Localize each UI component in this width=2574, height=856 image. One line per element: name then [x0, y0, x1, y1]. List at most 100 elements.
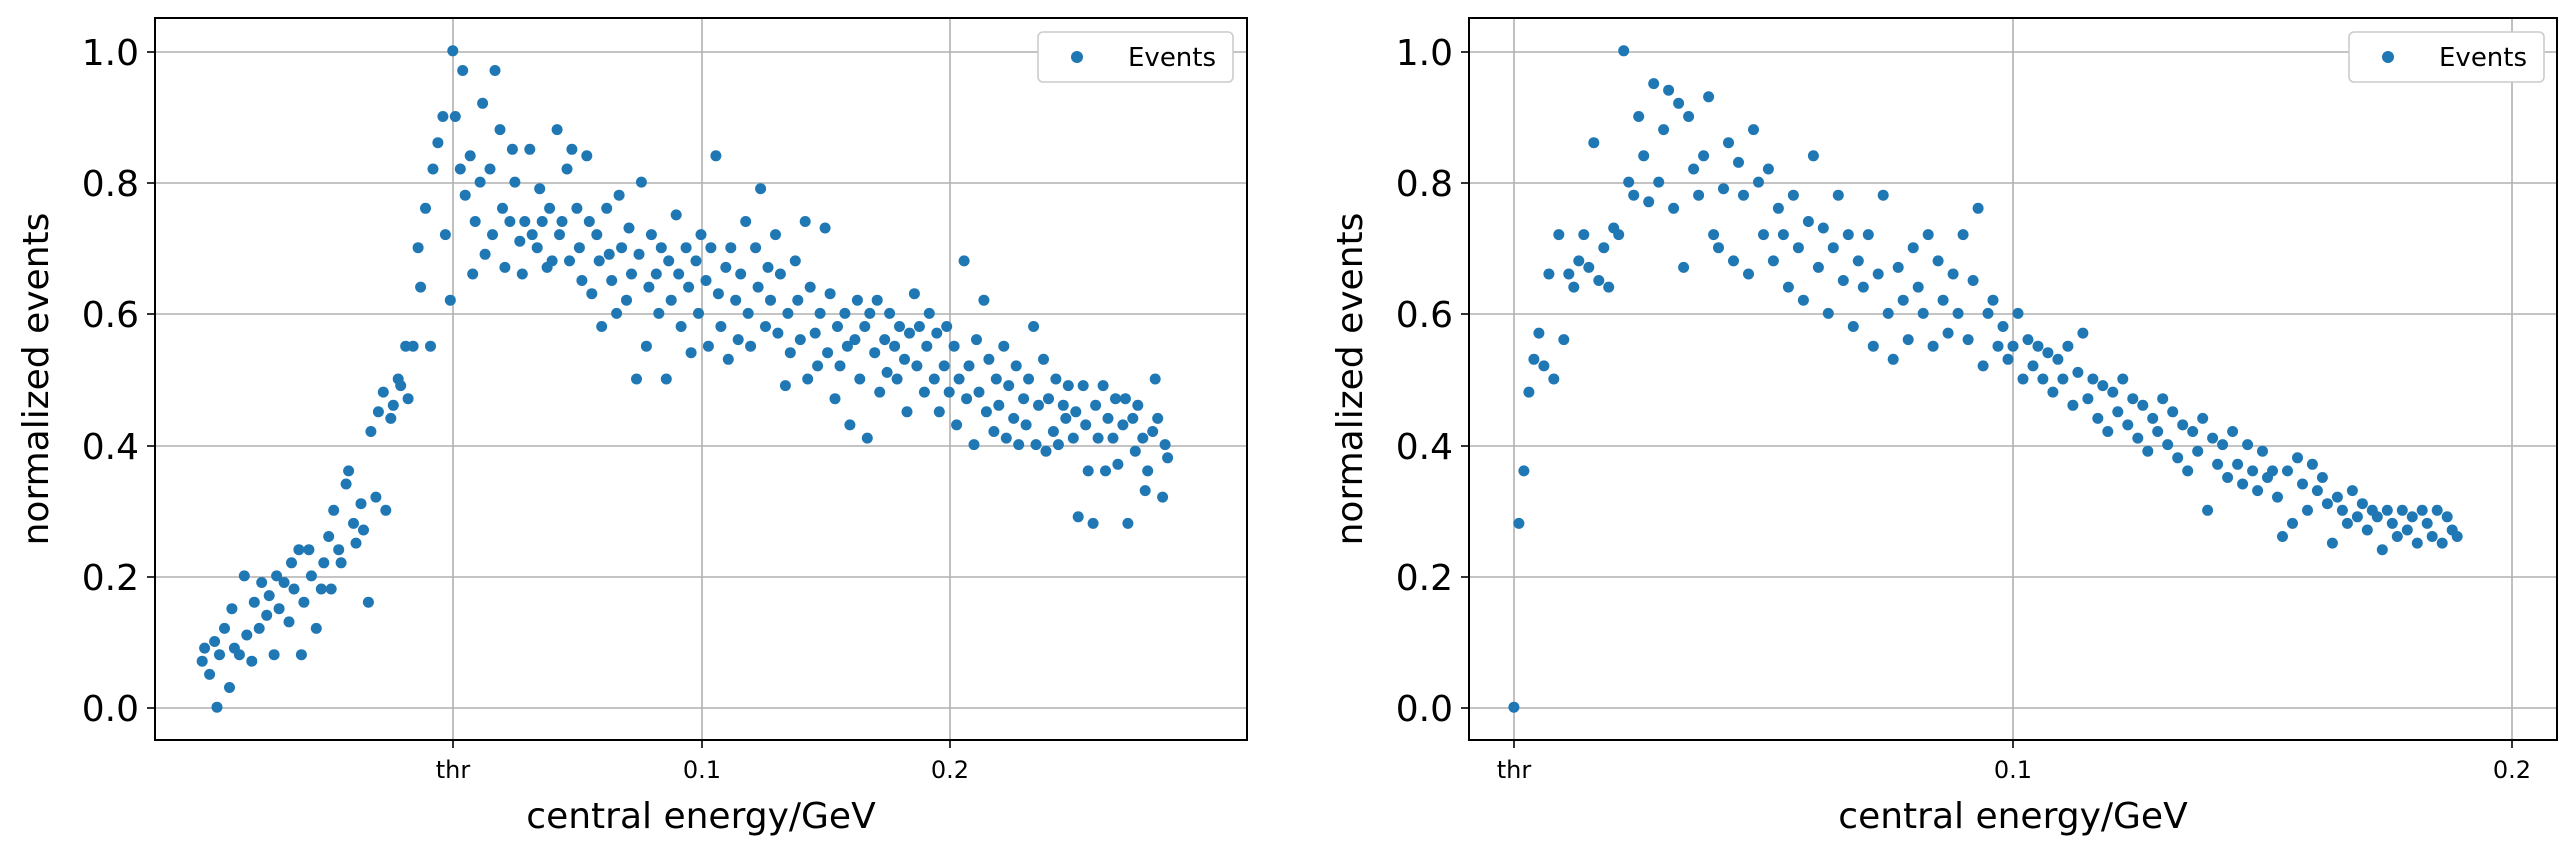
data-point [2047, 386, 2059, 398]
y-ticks: 0.0 0.2 0.4 0.6 0.8 1.0 [1396, 33, 1469, 730]
data-point [2252, 485, 2264, 497]
legend-marker [1071, 51, 1083, 63]
data-point [2326, 537, 2338, 549]
data-point [1718, 183, 1729, 195]
data-point [1157, 491, 1169, 503]
data-point [1593, 275, 1605, 286]
data-point [1043, 393, 1054, 405]
data-point [2182, 465, 2194, 477]
data-point [789, 255, 801, 267]
data-point [531, 242, 543, 254]
data-point [305, 570, 317, 582]
data-point [1872, 268, 1884, 280]
data-point [725, 242, 737, 254]
data-point [1837, 275, 1849, 286]
data-point [765, 294, 776, 306]
data-point [591, 229, 603, 241]
data-point [722, 353, 734, 365]
data-point [670, 209, 682, 221]
data-point [204, 668, 216, 680]
data-point [693, 307, 704, 319]
data-point [2436, 537, 2448, 549]
data-point [1558, 334, 1570, 346]
data-point [2316, 472, 2328, 483]
data-point [318, 557, 330, 569]
data-point [772, 327, 784, 339]
data-point [2172, 452, 2184, 464]
data-point [978, 294, 990, 306]
data-point [1147, 426, 1159, 437]
data-point [1618, 45, 1630, 57]
y-ticks: 0.0 0.2 0.4 0.6 0.8 1.0 [82, 33, 155, 730]
data-point [792, 294, 804, 306]
data-point [323, 531, 335, 542]
data-point [663, 255, 675, 267]
data-point [894, 321, 905, 332]
data-point [509, 176, 521, 188]
data-point [1072, 511, 1084, 523]
data-point [901, 406, 913, 418]
data-point [1033, 399, 1044, 411]
data-point [1927, 340, 1939, 352]
data-point [1772, 202, 1784, 214]
data-point [626, 268, 637, 280]
data-point [335, 557, 347, 569]
data-point [1100, 465, 1111, 477]
legend-label: Events [1128, 43, 1216, 73]
data-point [2356, 498, 2368, 510]
data-point [2346, 485, 2358, 497]
data-point [1648, 78, 1660, 90]
data-point [1738, 189, 1749, 201]
data-point [484, 163, 496, 175]
x-ticks: thr 0.1 0.2 [436, 740, 969, 784]
data-point [2032, 340, 2044, 352]
data-point [1982, 307, 1994, 319]
data-point [653, 307, 665, 319]
data-point [2396, 504, 2408, 516]
data-point [1957, 229, 1969, 241]
data-point [494, 124, 506, 136]
y-tick-label: 0.0 [82, 689, 139, 730]
data-point [921, 340, 933, 352]
data-point [506, 143, 518, 155]
data-point [923, 307, 935, 319]
data-point [2097, 380, 2109, 392]
data-point [2311, 485, 2323, 497]
data-point [1119, 393, 1131, 405]
data-point [799, 216, 811, 227]
data-point [2242, 439, 2254, 451]
data-point [1097, 380, 1109, 392]
data-point [2062, 340, 2074, 352]
data-point [554, 229, 565, 241]
data-point [1638, 150, 1650, 162]
data-point [372, 406, 384, 418]
data-point [913, 321, 925, 332]
data-point [1792, 242, 1804, 254]
y-tick-label: 0.4 [1396, 427, 1453, 468]
data-point [2237, 478, 2249, 490]
data-point [1753, 176, 1764, 188]
data-point [534, 183, 546, 195]
data-point [514, 235, 526, 247]
data-point [2022, 334, 2034, 346]
data-point [350, 537, 362, 549]
y-tick-label: 1.0 [82, 33, 139, 74]
data-point [1080, 419, 1092, 431]
data-point [774, 268, 786, 280]
data-point [1060, 412, 1072, 424]
data-point [635, 176, 647, 188]
x-tick-label: 0.1 [683, 756, 721, 784]
x-axis-label: central energy/GeV [1838, 796, 2188, 837]
data-point [1518, 465, 1530, 477]
data-point [2217, 439, 2229, 451]
data-point [1658, 124, 1670, 136]
data-point [1139, 485, 1151, 497]
data-point [695, 229, 707, 241]
data-point [951, 419, 963, 431]
data-point [1882, 307, 1894, 319]
data-point [2306, 458, 2318, 470]
y-tick-label: 1.0 [1396, 33, 1453, 74]
data-point [933, 406, 945, 418]
data-point [1922, 229, 1934, 241]
data-point [233, 649, 245, 661]
